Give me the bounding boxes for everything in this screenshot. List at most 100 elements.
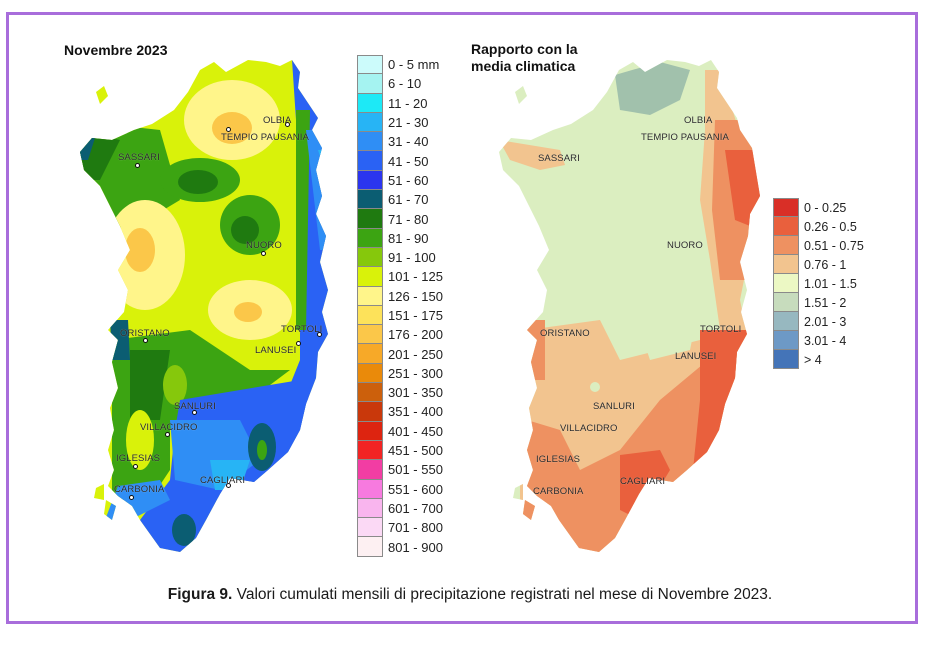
legend-label: 801 - 900 [388,539,443,555]
precipitation-legend-item: 451 - 500 [357,440,443,461]
legend-label: 3.01 - 4 [804,333,847,348]
precipitation-legend-item: 601 - 700 [357,498,443,519]
legend-label: 71 - 80 [388,211,429,227]
city-marker-icon [285,122,290,127]
ratio-legend-item: 1.51 - 2 [773,293,864,312]
legend-label: 11 - 20 [388,95,428,111]
right-map-title: Rapporto con la media climatica [471,41,578,75]
city-marker-icon [129,495,134,500]
precipitation-legend-item: 201 - 250 [357,344,443,364]
legend-label: 0.51 - 0.75 [804,238,864,253]
precipitation-legend-item: 151 - 175 [357,305,443,326]
precipitation-legend-item: 501 - 550 [357,460,443,480]
city-label: ORISTANO [540,328,590,339]
precipitation-legend-item: 701 - 800 [357,518,443,538]
city-label: CAGLIARI [200,475,246,486]
city-label: CARBONIA [533,486,584,497]
legend-label: 301 - 350 [388,385,443,401]
legend-label: 251 - 300 [388,365,443,381]
right-map-title-line2: media climatica [471,58,576,74]
precipitation-legend: 0 - 5 mm 6 - 10 11 - 20 21 - 30 31 - 40 41 - … [357,55,443,557]
ratio-legend-item: 0 - 0.25 [773,198,864,217]
city-label: SASSARI [538,153,580,164]
legend-label: 0.26 - 0.5 [804,219,857,234]
legend-swatch [357,402,383,422]
precipitation-legend-item: 301 - 350 [357,383,443,403]
figure-caption: Figura 9. Valori cumulati mensili di pre… [0,586,940,604]
precipitation-legend-item: 81 - 90 [357,228,443,248]
legend-label: 501 - 550 [388,462,443,478]
city-label: TEMPIO PAUSANIA [221,132,309,143]
precipitation-legend-item: 0 - 5 mm [357,55,443,75]
legend-label: 6 - 10 [388,76,422,92]
city-label: TORTOLI [281,324,323,335]
city-label: IGLESIAS [116,453,161,464]
legend-swatch [357,190,383,210]
city-label: ORISTANO [120,328,170,339]
legend-label: 0 - 5 mm [388,57,440,73]
precipitation-legend-item: 6 - 10 [357,74,443,94]
legend-swatch [357,498,383,519]
legend-label: 201 - 250 [388,346,443,362]
city-marker-icon [143,338,148,343]
caption-text: Valori cumulati mensili di precipitazion… [232,586,773,603]
legend-label: 451 - 500 [388,443,443,459]
legend-swatch [357,93,383,113]
precipitation-legend-item: 126 - 150 [357,286,443,306]
city-label: TEMPIO PAUSANIA [641,132,729,143]
legend-swatch [357,228,383,248]
legend-swatch [357,479,383,499]
precipitation-legend-item: 41 - 50 [357,151,443,171]
legend-swatch [773,217,799,236]
legend-swatch [773,293,799,312]
legend-label: 551 - 600 [388,481,443,497]
legend-label: 31 - 40 [388,134,429,150]
legend-swatch [357,537,383,557]
city-marker-icon [133,464,138,469]
left-map-title: Novembre 2023 [64,42,168,58]
legend-label: 41 - 50 [388,153,429,169]
precipitation-legend-item: 21 - 30 [357,112,443,133]
legend-swatch [357,460,383,480]
precipitation-map [80,60,328,552]
ratio-legend-item: 0.26 - 0.5 [773,217,864,236]
legend-label: 0.76 - 1 [804,257,847,272]
legend-label: 151 - 175 [388,308,443,323]
precipitation-legend-item: 11 - 20 [357,93,443,113]
legend-swatch [357,132,383,152]
city-label: TORTOLI [700,324,742,335]
ratio-legend-item: 2.01 - 3 [773,312,864,331]
city-marker-icon [296,341,301,346]
legend-swatch [357,209,383,229]
legend-label: 61 - 70 [388,192,429,208]
city-marker-icon [165,432,170,437]
right-map-title-line1: Rapporto con la [471,41,578,57]
legend-label: 2.01 - 3 [804,314,847,329]
city-label: OLBIA [684,115,713,126]
legend-swatch [357,55,383,75]
city-marker-icon [192,410,197,415]
legend-swatch [357,325,383,345]
legend-swatch [357,363,383,384]
ratio-legend: 0 - 0.25 0.26 - 0.5 0.51 - 0.75 0.76 - 1 1.0… [773,198,864,369]
legend-swatch [773,255,799,274]
city-marker-icon [317,332,322,337]
precipitation-legend-item: 176 - 200 [357,325,443,345]
city-marker-icon [261,251,266,256]
legend-swatch [357,440,383,461]
legend-swatch [357,383,383,403]
legend-swatch [357,421,383,441]
city-marker-icon [135,163,140,168]
legend-swatch [357,286,383,306]
legend-label: 81 - 90 [388,230,429,246]
precipitation-legend-item: 61 - 70 [357,190,443,210]
legend-label: 701 - 800 [388,520,443,536]
legend-swatch [357,74,383,94]
precipitation-legend-item: 31 - 40 [357,132,443,152]
city-label: OLBIA [263,115,292,126]
ratio-legend-item: > 4 [773,350,864,369]
legend-swatch [357,170,383,191]
city-label: SANLURI [174,401,216,412]
legend-swatch [357,267,383,287]
legend-label: 1.01 - 1.5 [804,276,857,291]
